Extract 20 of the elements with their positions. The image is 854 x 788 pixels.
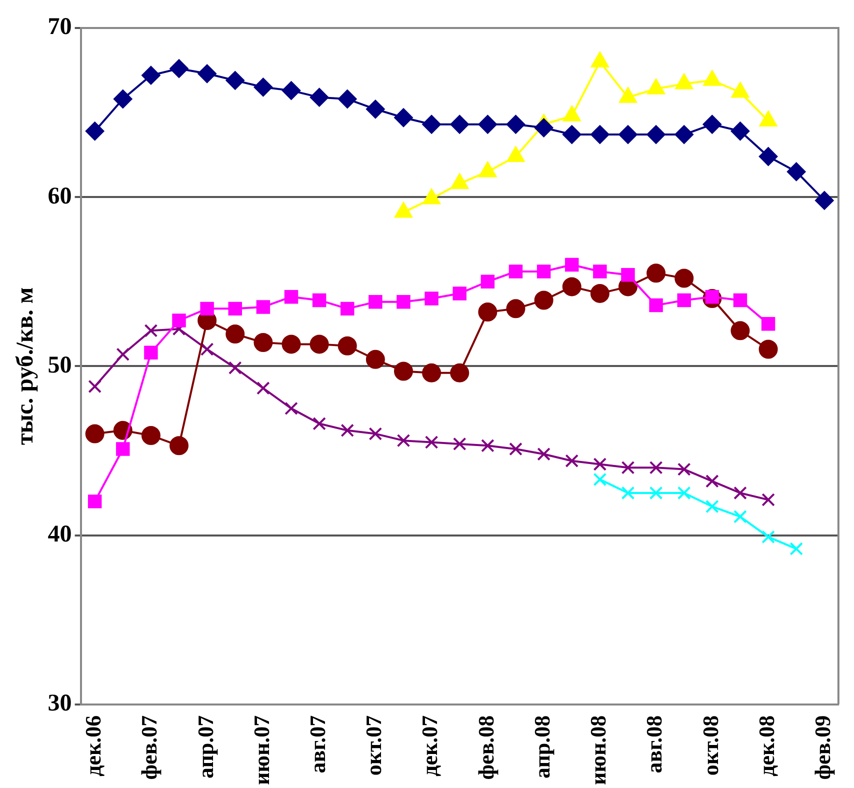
y-axis-title: тыс. руб./кв. м <box>12 287 39 446</box>
x-tick-label: фев.07 <box>136 715 162 780</box>
x-tick-label: дек.06 <box>80 715 106 776</box>
x-tick-label: дек.08 <box>754 715 779 776</box>
x-tick-label: фев.09 <box>810 715 836 780</box>
x-tick-label: дек.07 <box>417 715 442 776</box>
y-tick-label: 50 <box>48 352 72 378</box>
x-tick-label: окт.08 <box>698 715 723 776</box>
x-tick-label: апр.07 <box>192 715 218 778</box>
x-tick-label: авг.08 <box>642 715 667 774</box>
y-tick-label: 70 <box>48 14 72 40</box>
x-tick-label: фев.08 <box>473 715 498 780</box>
y-tick-label: 30 <box>48 690 72 717</box>
x-tick-label: апр.08 <box>529 715 554 778</box>
x-tick-label: июн.07 <box>248 715 274 786</box>
x-tick-label: авг.07 <box>305 715 330 774</box>
x-tick-label: окт.07 <box>361 715 386 776</box>
y-tick-label: 40 <box>48 521 72 548</box>
y-tick-label: 60 <box>48 183 72 210</box>
x-tick-label: июн.08 <box>586 715 611 786</box>
